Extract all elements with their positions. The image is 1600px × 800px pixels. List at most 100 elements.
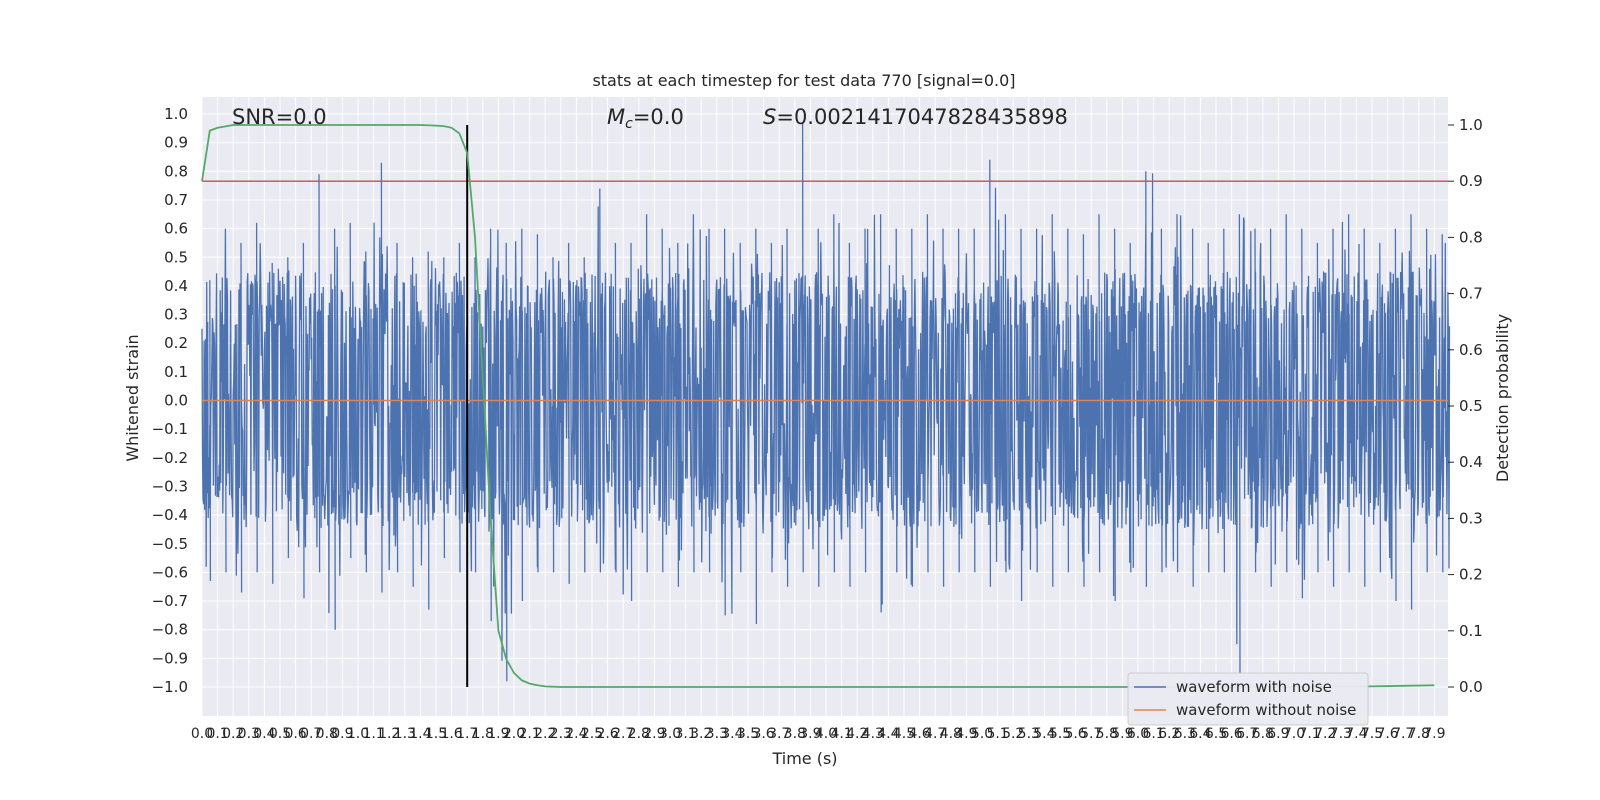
x-tick-label: 4.1 [830, 726, 852, 742]
y2-tick-label: 0.2 [1459, 566, 1483, 584]
x-tick-label: 0.5 [269, 726, 291, 742]
x-tick-label: 2.4 [565, 726, 587, 742]
y-tick-label: 0.5 [164, 248, 188, 266]
mc-subscript: c [625, 116, 633, 132]
x-tick-label: 2.6 [596, 726, 618, 742]
x-tick-label: 6.3 [1174, 726, 1196, 742]
x-tick-label: 6.2 [1158, 726, 1180, 742]
y-tick-label: −0.7 [152, 592, 188, 610]
s-symbol: S [763, 105, 776, 129]
x-tick-label: 2.8 [628, 726, 650, 742]
legend-label-clean: waveform without noise [1176, 701, 1356, 719]
y2-tick-label: 0.3 [1459, 509, 1483, 527]
x-tick-label: 0.4 [253, 726, 275, 742]
x-tick-label: 6.4 [1189, 726, 1211, 742]
x-tick-label: 3.0 [659, 726, 681, 742]
x-tick-label: 1.4 [409, 726, 431, 742]
y-tick-label: −0.1 [152, 420, 188, 438]
series-detection-probability [201, 124, 1435, 688]
x-tick-label: 3.7 [768, 726, 790, 742]
x-tick-label: 5.6 [1064, 726, 1086, 742]
x-tick-label: 1.1 [362, 726, 384, 742]
x-tick-label: 3.4 [721, 726, 743, 742]
x-tick-label: 5.8 [1096, 726, 1118, 742]
x-tick-label: 4.7 [924, 726, 946, 742]
x-tick-label: 6.8 [1252, 726, 1274, 742]
x-tick-label: 4.9 [955, 726, 977, 742]
x-tick-label: 2.1 [518, 726, 540, 742]
x-tick-label: 4.2 [846, 726, 868, 742]
chart-title: stats at each timestep for test data 770… [592, 71, 1015, 90]
x-axis-label: Time (s) [771, 749, 837, 768]
y-tick-label: −0.5 [152, 535, 188, 553]
x-tick-label: 5.2 [1002, 726, 1024, 742]
y-tick-label: 0.0 [164, 392, 188, 410]
x-tick-label: 1.0 [347, 726, 369, 742]
x-tick-label: 7.5 [1361, 726, 1383, 742]
x-tick-label: 7.1 [1298, 726, 1320, 742]
s-value: =0.0021417047828435898 [776, 105, 1068, 129]
x-tick-label: 7.6 [1376, 726, 1398, 742]
y2-tick-label: 0.8 [1459, 228, 1483, 246]
y-tick-label: −0.3 [152, 477, 188, 495]
x-tick-label: 7.9 [1423, 726, 1445, 742]
y-tick-label: −0.4 [152, 506, 188, 524]
y-axis-label: Whitened strain [123, 334, 142, 461]
y-tick-label: −0.9 [152, 649, 188, 667]
y-tick-label: −1.0 [152, 678, 188, 696]
y2-tick-label: 0.5 [1459, 397, 1483, 415]
y2-axis-label: Detection probability [1493, 314, 1512, 482]
x-tick-label: 7.0 [1283, 726, 1305, 742]
x-tick-label: 0.3 [238, 726, 260, 742]
x-tick-label: 0.0 [191, 726, 213, 742]
y-tick-label: 0.8 [164, 162, 188, 180]
x-tick-label: 0.7 [300, 726, 322, 742]
s-annotation: S=0.0021417047828435898 [763, 105, 1068, 129]
probability-trace [201, 124, 1435, 688]
x-tick-label: 6.7 [1236, 726, 1258, 742]
x-tick-label: 5.3 [1018, 726, 1040, 742]
x-tick-label: 3.6 [752, 726, 774, 742]
x-tick-label: 0.6 [284, 726, 306, 742]
x-tick-label: 1.8 [472, 726, 494, 742]
x-tick-label: 2.7 [612, 726, 634, 742]
x-tick-label: 0.2 [222, 726, 244, 742]
x-tick-label: 0.9 [331, 726, 353, 742]
x-tick-label: 5.1 [986, 726, 1008, 742]
mc-symbol: M [607, 105, 625, 129]
x-tick-label: 3.2 [690, 726, 712, 742]
x-tick-label: 4.6 [908, 726, 930, 742]
x-tick-label: 7.8 [1408, 726, 1430, 742]
y2-tick-label: 0.1 [1459, 622, 1483, 640]
x-tick-labels: 0.00.10.20.30.40.50.60.70.80.91.01.11.2 1… [191, 726, 1446, 742]
y2-tick-label: 0.6 [1459, 341, 1483, 359]
y-tick-label: 1.0 [164, 105, 188, 123]
x-tick-label: 1.7 [456, 726, 478, 742]
x-tick-label: 4.0 [815, 726, 837, 742]
x-tick-label: 5.4 [1033, 726, 1055, 742]
y-tick-label: 0.9 [164, 134, 188, 152]
x-tick-label: 6.6 [1220, 726, 1242, 742]
x-tick-label: 2.5 [581, 726, 603, 742]
x-tick-label: 1.6 [440, 726, 462, 742]
snr-annotation: SNR=0.0 [232, 105, 327, 129]
x-tick-label: 2.3 [550, 726, 572, 742]
x-tick-label: 2.9 [643, 726, 665, 742]
legend: waveform with noise waveform without noi… [1127, 672, 1369, 726]
y2-tick-label: 0.7 [1459, 285, 1483, 303]
y-tick-label: 0.3 [164, 306, 188, 324]
y2-tick-label: 0.4 [1459, 453, 1483, 471]
x-tick-label: 3.3 [706, 726, 728, 742]
x-tick-label: 6.5 [1205, 726, 1227, 742]
x-tick-label: 5.5 [1049, 726, 1071, 742]
x-tick-label: 6.1 [1142, 726, 1164, 742]
legend-label-noise: waveform with noise [1176, 678, 1332, 696]
x-tick-label: 0.8 [316, 726, 338, 742]
y-tick-label: 0.4 [164, 277, 188, 295]
x-tick-label: 0.1 [206, 726, 228, 742]
y-tick-label: −0.6 [152, 563, 188, 581]
x-tick-label: 1.2 [378, 726, 400, 742]
x-tick-label: 5.7 [1080, 726, 1102, 742]
x-tick-label: 3.1 [674, 726, 696, 742]
